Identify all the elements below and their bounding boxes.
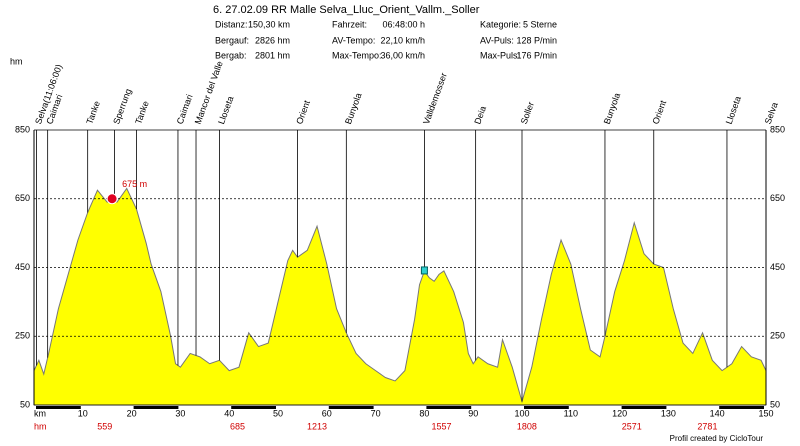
x-tick-label: 30: [175, 408, 185, 418]
x-axis-label: km: [34, 408, 46, 418]
hm-label: hm: [34, 421, 47, 431]
waypoint-label: Soller: [519, 100, 536, 125]
stat-label: Bergab:: [215, 50, 247, 60]
stat-value: 2801 hm: [255, 50, 290, 60]
y-tick-label-right: 250: [770, 331, 785, 341]
x-tick-label: 50: [273, 408, 283, 418]
scale-bar: [231, 406, 276, 409]
hm-total: 1808: [517, 421, 537, 431]
scale-bar: [719, 406, 764, 409]
y-axis-label: hm: [10, 56, 23, 66]
stat-label: Distanz:: [215, 19, 248, 29]
x-tick-label: 110: [564, 408, 578, 418]
scale-bar: [621, 406, 667, 409]
x-tick-label: 40: [224, 408, 234, 418]
y-tick-label: 250: [15, 331, 30, 341]
stat-value: 22,10 km/h: [380, 35, 425, 45]
stat-value: 06:48:00 h: [382, 19, 425, 29]
x-tick-label: 140: [710, 408, 725, 418]
scale-bar: [328, 406, 374, 409]
x-tick-label: 20: [127, 408, 137, 418]
hm-total: 2781: [697, 421, 717, 431]
chart-title: 6. 27.02.09 RR Malle Selva_Lluc_Orient_V…: [213, 4, 480, 16]
waypoint-label: Sperrung: [111, 87, 133, 125]
stat-label: AV-Puls:: [480, 35, 514, 45]
hm-total: 559: [97, 421, 112, 431]
scale-bar: [426, 406, 472, 409]
y-tick-label-right: 50: [770, 399, 780, 409]
x-tick-label: 100: [514, 408, 529, 418]
waypoint-label: Orient: [650, 99, 668, 126]
stat-label: Max-Tempo:: [332, 50, 382, 60]
stat-value: 176 P/min: [516, 50, 557, 60]
y-tick-label: 850: [15, 124, 30, 134]
point-marker: [420, 266, 428, 275]
waypoint-label: Lloseta: [216, 95, 235, 126]
hm-total: 1557: [431, 421, 451, 431]
peak-marker: [106, 193, 118, 205]
scale-bar: [36, 406, 81, 409]
x-tick-label: 70: [371, 408, 381, 418]
y-tick-label-right: 450: [770, 262, 785, 272]
hm-total: 685: [230, 421, 245, 431]
x-tick-label: 90: [468, 408, 478, 418]
stat-value: 2826 hm: [255, 35, 290, 45]
stat-label: Kategorie:: [480, 19, 521, 29]
scale-bar: [133, 406, 179, 409]
stat-label: Max-Puls:: [480, 50, 520, 60]
y-tick-label: 650: [15, 193, 30, 203]
y-tick-label: 50: [20, 399, 30, 409]
waypoint-label: Caimari: [175, 93, 195, 126]
stat-value: 5 Sterne: [523, 19, 557, 29]
waypoint-label: Tanke: [133, 99, 151, 125]
waypoint-label: Valldemosser: [421, 71, 449, 125]
x-tick-label: 60: [322, 408, 332, 418]
peak-label: 675 m: [122, 179, 147, 189]
hm-total: 1213: [307, 421, 327, 431]
waypoint-label: Selva: [763, 101, 780, 126]
waypoint-label: Bunyola: [602, 92, 623, 126]
x-tick-label: 10: [78, 408, 88, 418]
waypoint-label: Bunyola: [343, 92, 364, 126]
scale-bar: [524, 406, 569, 409]
y-tick-label-right: 650: [770, 193, 785, 203]
y-tick-label-right: 850: [770, 124, 785, 134]
stat-value: 36,00 km/h: [380, 50, 425, 60]
stat-label: Fahrzeit:: [332, 19, 367, 29]
hm-total: 2571: [622, 421, 642, 431]
stat-value: 128 P/min: [516, 35, 557, 45]
waypoint-label: Lloseta: [724, 95, 743, 126]
elevation-area: [33, 187, 767, 406]
waypoint-label: Tanke: [84, 99, 102, 125]
x-tick-label: 150: [758, 408, 773, 418]
stat-label: AV-Tempo:: [332, 35, 375, 45]
stat-value: 150,30 km: [248, 19, 290, 29]
stat-label: Bergauf:: [215, 35, 249, 45]
waypoint-label: Deia: [472, 105, 488, 126]
x-tick-label: 130: [661, 408, 676, 418]
x-tick-label: 80: [419, 408, 429, 418]
y-tick-label: 450: [15, 262, 30, 272]
x-tick-label: 120: [612, 408, 627, 418]
footer: Profil created by CicloTour: [670, 434, 764, 443]
waypoint-label: Orient: [294, 99, 312, 126]
